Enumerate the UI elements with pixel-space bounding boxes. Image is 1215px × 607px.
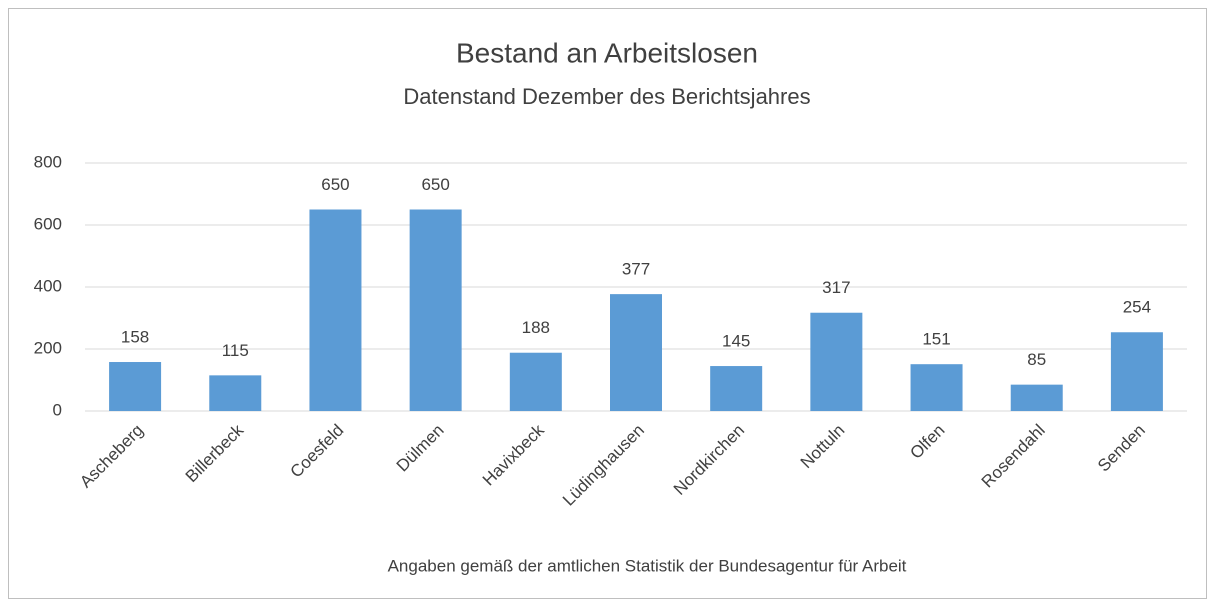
bar <box>309 209 362 411</box>
y-tick-label: 400 <box>34 276 62 295</box>
chart-subtitle: Datenstand Dezember des Berichtsjahres <box>403 84 810 109</box>
x-axis-label: Angaben gemäß der amtlichen Statistik de… <box>388 556 907 575</box>
y-tick-label: 800 <box>34 152 62 171</box>
y-tick-label: 0 <box>53 400 62 419</box>
bar <box>810 312 863 411</box>
chart-frame <box>8 8 1207 599</box>
data-label: 188 <box>522 318 550 337</box>
bar <box>710 366 763 411</box>
data-label: 317 <box>822 278 850 297</box>
data-label: 85 <box>1027 350 1046 369</box>
bar <box>610 294 662 411</box>
bar <box>1010 384 1063 411</box>
y-tick-label: 200 <box>34 338 62 357</box>
data-label: 377 <box>622 260 650 279</box>
data-label: 115 <box>222 341 249 360</box>
bar <box>409 209 462 411</box>
bar <box>109 362 162 411</box>
bar <box>209 375 262 411</box>
data-label: 151 <box>922 330 950 349</box>
data-label: 254 <box>1123 298 1151 317</box>
data-label: 158 <box>121 328 149 347</box>
bar <box>509 352 562 411</box>
y-tick-label: 600 <box>34 214 62 233</box>
data-label: 650 <box>421 175 449 194</box>
data-label: 145 <box>722 332 750 351</box>
chart-title: Bestand an Arbeitslosen <box>456 37 758 68</box>
data-label: 650 <box>321 175 349 194</box>
bar <box>1110 332 1163 411</box>
bar <box>910 364 963 411</box>
